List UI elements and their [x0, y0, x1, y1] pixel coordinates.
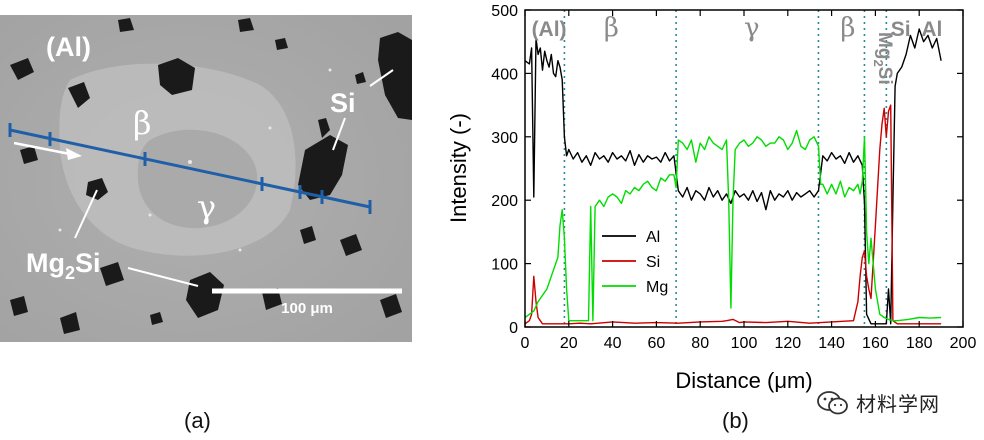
y-tick-label-300: 300: [491, 130, 518, 147]
annotation-lines: [74, 69, 394, 287]
region-label-1: β: [604, 13, 619, 43]
sem-micrograph: (Al) β Si γ Mg2Si 100 μm: [0, 15, 412, 342]
y-tick-label-100: 100: [491, 257, 518, 274]
scale-bar-label: 100 μm: [281, 300, 333, 317]
y-tick-label-200: 200: [491, 193, 518, 210]
y-tick-label-400: 400: [491, 66, 518, 83]
region-label-5: Al: [921, 18, 942, 41]
x-tick-label-100: 100: [731, 335, 758, 352]
x-tick-label-120: 120: [774, 335, 801, 352]
x-tick-label-0: 0: [521, 335, 530, 352]
phase-label-al: (Al): [46, 32, 91, 62]
region-label-mg2si: Mg2Si: [871, 32, 895, 85]
x-tick-label-200: 200: [950, 335, 977, 352]
intensity-chart: 0 20 40 60 80 100 120 140 160 180 200 0 100 200 300 400…: [446, 3, 976, 393]
series-line-mg: [524, 129, 942, 322]
legend-label-mg: Mg: [646, 279, 668, 296]
region-label-0: (Al): [532, 18, 567, 41]
plot-frame: [524, 9, 964, 328]
region-label-3: β: [840, 13, 855, 43]
x-axis-label: Distance (μm): [675, 368, 812, 393]
phase-label-gamma: γ: [197, 188, 216, 226]
bright-specks: [58, 68, 332, 252]
y-tick-label-0: 0: [509, 320, 518, 337]
gamma-phase-region: [137, 129, 258, 229]
legend-label-si: Si: [646, 254, 660, 271]
phase-label-beta: β: [133, 104, 152, 142]
panel-label-b: (b): [722, 408, 749, 433]
panel-label-a: (a): [184, 408, 211, 433]
x-tick-label-160: 160: [862, 335, 889, 352]
dark-particles: [10, 18, 412, 334]
wechat-icon: [817, 390, 848, 414]
x-tick-label-20: 20: [560, 335, 578, 352]
phase-label-mg2si: Mg2Si: [26, 248, 101, 283]
y-axis-label: Intensity (-): [446, 113, 471, 223]
watermark-text: 材料学网: [856, 392, 940, 416]
series-line-si: [524, 104, 942, 325]
x-tick-label-180: 180: [906, 335, 933, 352]
y-tick-label-500: 500: [491, 3, 518, 20]
line-scan: [8, 123, 372, 214]
scan-direction-arrow: [13, 141, 82, 160]
region-label-2: γ: [744, 13, 760, 43]
phase-label-si: Si: [330, 88, 356, 118]
region-label-4: Si: [891, 18, 911, 41]
x-tick-label-40: 40: [604, 335, 622, 352]
x-tick-label-80: 80: [691, 335, 709, 352]
legend-label-al: Al: [646, 229, 660, 246]
x-tick-label-140: 140: [818, 335, 845, 352]
watermark: 材料学网: [816, 388, 940, 417]
x-tick-label-60: 60: [648, 335, 666, 352]
